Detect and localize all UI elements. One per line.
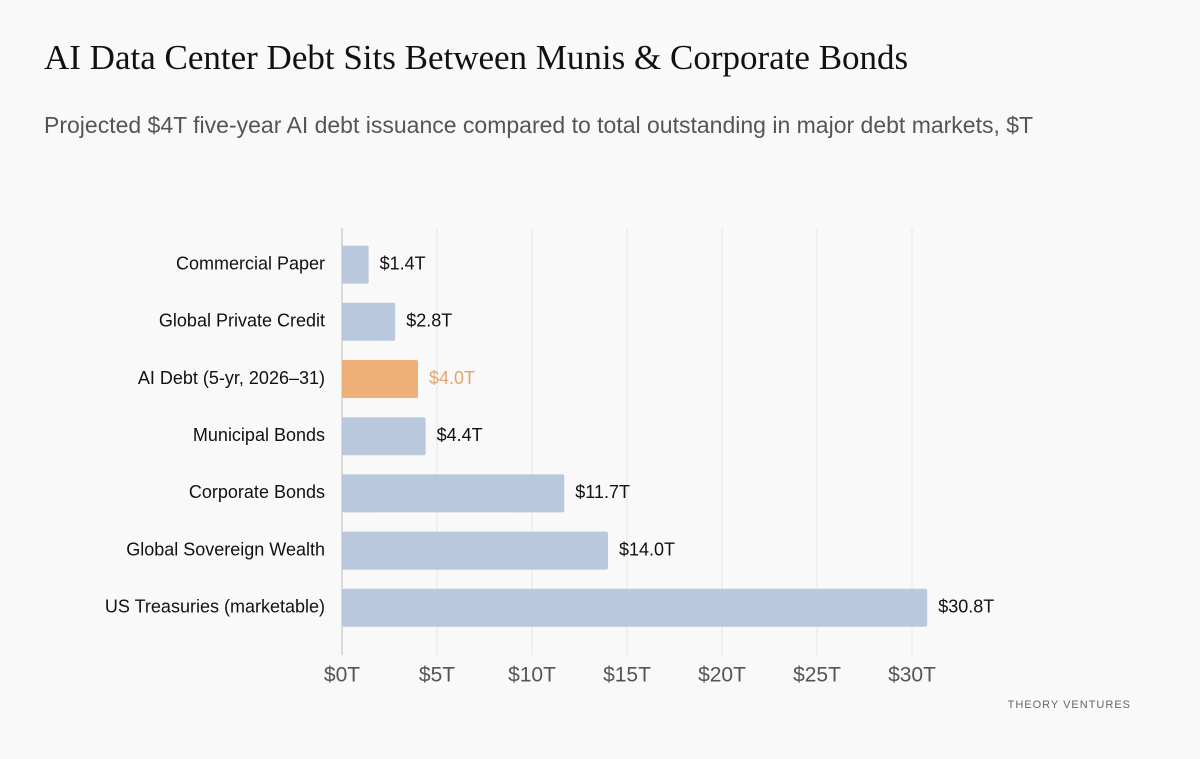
x-tick-label: $5T bbox=[419, 664, 455, 687]
value-label: $14.0T bbox=[619, 539, 675, 559]
category-label: Corporate Bonds bbox=[189, 482, 325, 502]
bar bbox=[342, 417, 426, 456]
category-label: AI Debt (5-yr, 2026–31) bbox=[138, 368, 325, 388]
category-label: Municipal Bonds bbox=[193, 425, 325, 445]
source: THEORY VENTURES bbox=[1008, 699, 1131, 711]
x-tick-label: $30T bbox=[888, 664, 936, 687]
value-label: $1.4T bbox=[380, 253, 426, 273]
bar bbox=[342, 531, 608, 570]
category-label: Global Private Credit bbox=[159, 311, 325, 331]
x-tick-label: $25T bbox=[793, 664, 841, 687]
bar bbox=[342, 360, 418, 398]
x-tick-label: $15T bbox=[603, 664, 651, 687]
x-tick-label: $0T bbox=[324, 664, 360, 687]
value-label: $11.7T bbox=[575, 482, 630, 502]
bar bbox=[342, 302, 396, 341]
category-label: US Treasuries (marketable) bbox=[105, 597, 325, 617]
chart-subtitle: Projected $4T five-year AI debt issuance… bbox=[44, 112, 1033, 138]
value-label: $4.0T bbox=[429, 368, 475, 388]
x-tick-label: $10T bbox=[508, 664, 556, 687]
category-label: Global Sovereign Wealth bbox=[126, 539, 325, 559]
x-tick-label: $20T bbox=[698, 664, 746, 687]
category-label: Commercial Paper bbox=[176, 253, 325, 273]
value-label: $4.4T bbox=[437, 425, 483, 445]
value-label: $30.8T bbox=[938, 597, 994, 617]
bar bbox=[342, 474, 565, 513]
value-label: $2.8T bbox=[406, 311, 452, 331]
bar bbox=[342, 588, 928, 627]
chart-title: AI Data Center Debt Sits Between Munis &… bbox=[44, 38, 908, 77]
bar bbox=[342, 245, 369, 284]
